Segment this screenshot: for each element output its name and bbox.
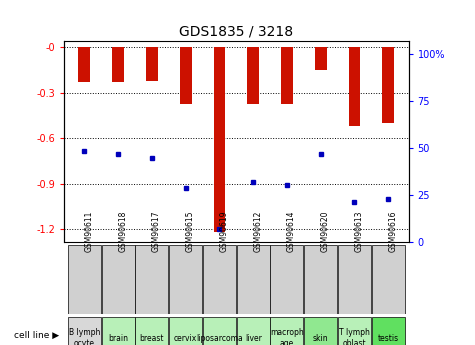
FancyBboxPatch shape	[372, 245, 405, 314]
FancyBboxPatch shape	[237, 245, 270, 314]
Bar	[214, 48, 225, 233]
FancyBboxPatch shape	[304, 245, 337, 314]
Bar	[146, 48, 158, 81]
Text: testis: testis	[378, 334, 399, 343]
FancyBboxPatch shape	[102, 245, 135, 314]
Text: cell line ▶: cell line ▶	[14, 331, 59, 341]
FancyBboxPatch shape	[203, 317, 236, 345]
Text: liposarcoma: liposarcoma	[196, 334, 243, 343]
FancyBboxPatch shape	[169, 245, 202, 314]
FancyBboxPatch shape	[270, 245, 304, 314]
Bar	[281, 48, 293, 104]
Text: B lymph
ocyte: B lymph ocyte	[69, 328, 100, 345]
Text: GSM90613: GSM90613	[354, 210, 363, 252]
Text: GSM90617: GSM90617	[152, 210, 161, 252]
Text: GSM90619: GSM90619	[219, 210, 228, 252]
FancyBboxPatch shape	[169, 317, 202, 345]
Title: GDS1835 / 3218: GDS1835 / 3218	[179, 25, 294, 39]
Text: T lymph
oblast: T lymph oblast	[339, 328, 370, 345]
Text: skin: skin	[313, 334, 329, 343]
Text: GSM90611: GSM90611	[85, 210, 94, 252]
FancyBboxPatch shape	[102, 317, 135, 345]
Bar	[112, 48, 124, 82]
Text: macroph
age: macroph age	[270, 328, 304, 345]
FancyBboxPatch shape	[68, 317, 101, 345]
Text: GSM90612: GSM90612	[253, 210, 262, 252]
Bar	[78, 48, 90, 82]
Bar	[180, 48, 191, 104]
Text: brain: brain	[108, 334, 128, 343]
Bar	[382, 48, 394, 123]
FancyBboxPatch shape	[237, 317, 270, 345]
FancyBboxPatch shape	[203, 245, 236, 314]
FancyBboxPatch shape	[135, 317, 169, 345]
Text: cervix: cervix	[174, 334, 197, 343]
FancyBboxPatch shape	[304, 317, 337, 345]
Text: GSM90618: GSM90618	[118, 210, 127, 252]
Text: GSM90614: GSM90614	[287, 210, 296, 252]
Text: GSM90616: GSM90616	[388, 210, 397, 252]
Bar	[247, 48, 259, 104]
FancyBboxPatch shape	[135, 245, 169, 314]
FancyBboxPatch shape	[270, 317, 304, 345]
Bar	[349, 48, 361, 126]
Text: liver: liver	[245, 334, 262, 343]
FancyBboxPatch shape	[68, 245, 101, 314]
Text: GSM90615: GSM90615	[186, 210, 195, 252]
Text: GSM90620: GSM90620	[321, 210, 330, 252]
Text: breast: breast	[140, 334, 164, 343]
FancyBboxPatch shape	[338, 245, 371, 314]
FancyBboxPatch shape	[372, 317, 405, 345]
Bar	[315, 48, 327, 70]
FancyBboxPatch shape	[338, 317, 371, 345]
